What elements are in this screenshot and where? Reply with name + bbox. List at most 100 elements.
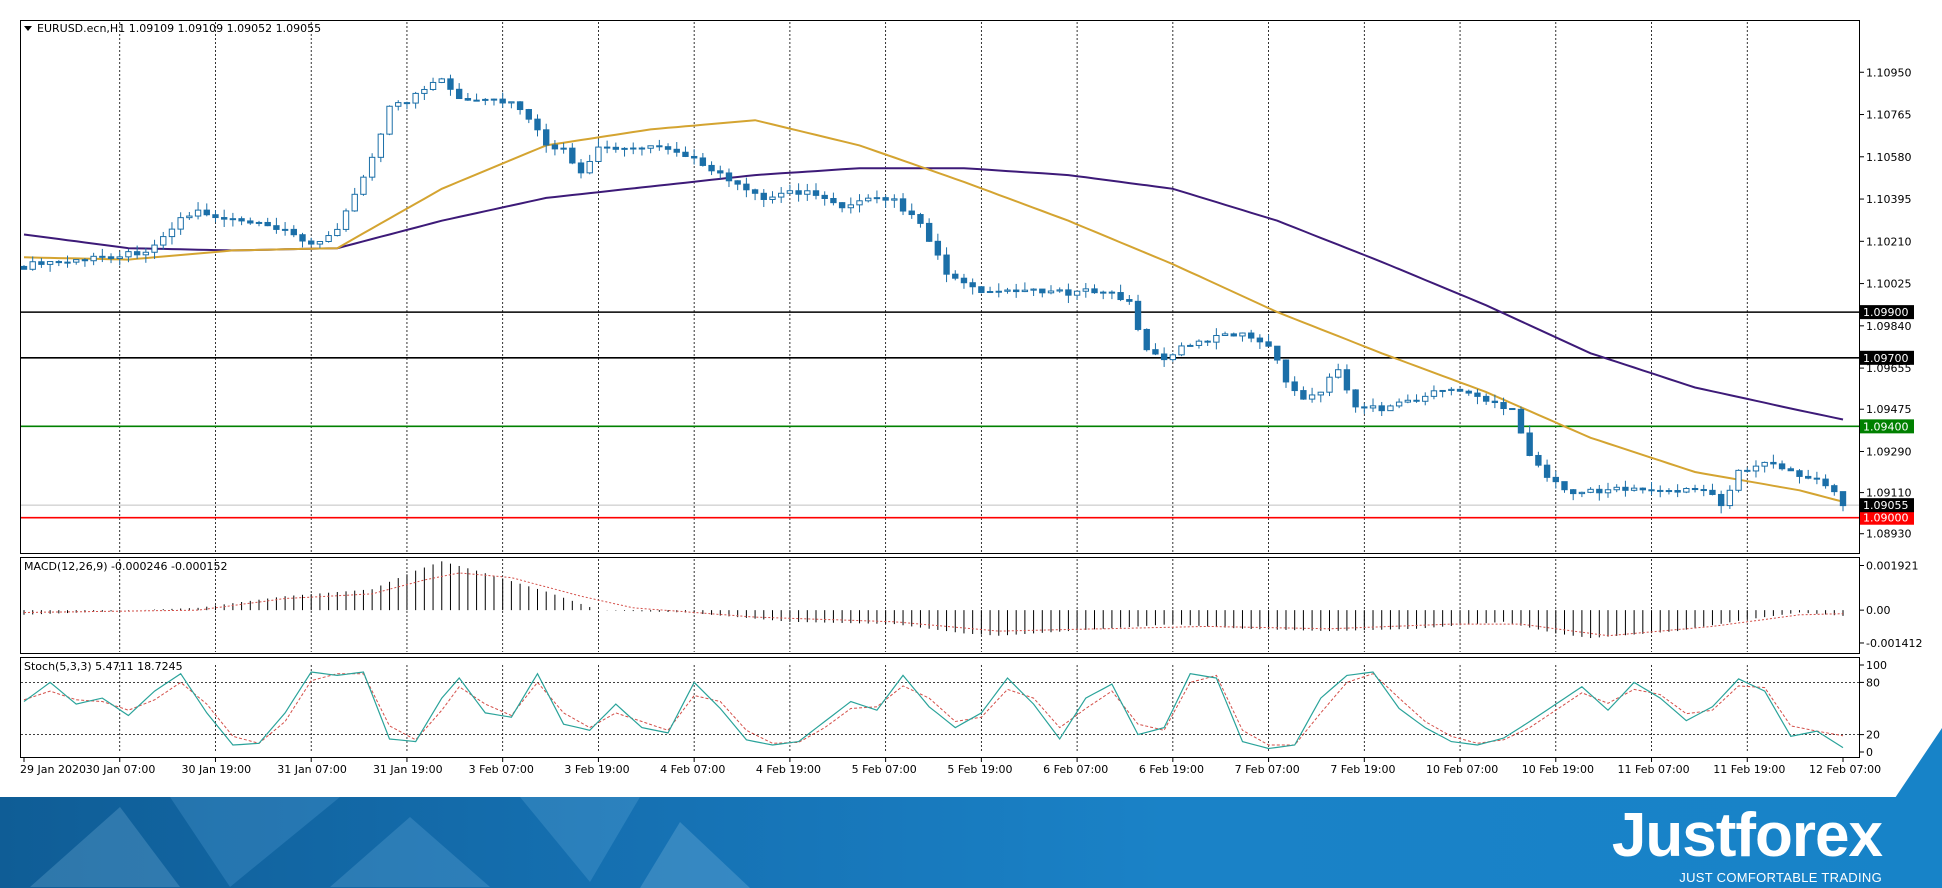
candle-body	[1639, 487, 1647, 491]
price-tick-label: 1.10950	[1866, 66, 1912, 79]
candle-body	[1613, 486, 1620, 491]
banner-decor	[30, 807, 180, 887]
candle-body	[1073, 290, 1081, 296]
candle-body	[638, 147, 646, 150]
candle-body	[551, 144, 559, 150]
banner-decor	[520, 797, 640, 882]
candle-body	[29, 261, 36, 270]
candle-body	[1335, 369, 1342, 378]
candle-body	[847, 204, 855, 209]
candle-body	[1709, 489, 1716, 495]
candle-body	[1509, 408, 1516, 411]
candle-body	[1230, 333, 1237, 337]
candle-body	[455, 88, 463, 100]
candle-body	[1300, 390, 1307, 400]
banner-corner-shape	[1895, 728, 1942, 798]
candle-body	[1221, 333, 1229, 337]
candle-body	[203, 209, 210, 216]
level-tag	[1860, 305, 1914, 320]
candle-body	[603, 146, 611, 149]
candle-body	[1570, 489, 1577, 495]
candle-body	[1465, 390, 1472, 394]
candle-body	[1291, 381, 1298, 392]
time-label: 6 Feb 07:00	[1043, 763, 1108, 776]
candle-body	[1526, 432, 1533, 456]
candle-body	[1517, 408, 1525, 434]
candle-body	[630, 147, 637, 150]
candle-body	[1187, 344, 1194, 347]
candle-body	[1012, 289, 1020, 293]
candle-body	[1256, 337, 1264, 343]
candle-body	[1239, 332, 1246, 337]
stoch-label: Stoch(5,3,3) 5.4711 18.7245	[24, 660, 183, 673]
collapse-triangle-icon[interactable]	[24, 26, 32, 31]
candle-body	[325, 235, 332, 242]
candle-body	[1717, 493, 1725, 507]
candle-body	[1056, 289, 1063, 292]
candle-body	[717, 170, 724, 174]
candle-body	[1439, 389, 1446, 392]
candle-body	[1831, 485, 1838, 493]
candle-body	[160, 236, 167, 246]
candle-body	[1491, 400, 1499, 404]
candle-body	[212, 214, 219, 219]
candle-body	[142, 251, 150, 256]
level-tag	[1860, 350, 1914, 365]
candle-body	[838, 202, 846, 209]
candle-body	[656, 145, 663, 148]
candle-body	[873, 197, 881, 200]
candle-body	[151, 244, 158, 253]
candle-body	[116, 256, 123, 259]
candle-body	[1448, 388, 1455, 391]
candle-body	[73, 259, 80, 263]
candle-body	[1369, 405, 1377, 409]
price-tick-label: 1.08930	[1866, 528, 1912, 541]
candle-body	[1500, 402, 1507, 410]
candle-body	[342, 210, 350, 230]
candle-body	[1308, 394, 1316, 400]
candle-body	[1674, 490, 1681, 493]
candle-body	[334, 228, 341, 237]
time-label: 30 Jan 19:00	[181, 763, 251, 776]
candle-body	[1274, 345, 1281, 361]
candle-body	[1839, 491, 1847, 507]
candle-body	[804, 190, 811, 195]
time-label: 12 Feb 07:00	[1809, 763, 1881, 776]
candle-body	[952, 273, 959, 279]
candle-body	[1805, 475, 1812, 479]
candle-body	[473, 99, 480, 102]
candle-body	[690, 155, 698, 159]
candle-body	[1378, 405, 1385, 412]
candle-body	[377, 133, 385, 158]
candle-body	[751, 189, 759, 194]
candle-body	[1204, 340, 1211, 343]
candle-body	[908, 210, 915, 216]
candle-body	[1361, 406, 1368, 409]
candle-body	[978, 286, 985, 293]
candle-body	[612, 146, 620, 150]
candle-body	[1047, 290, 1055, 294]
level-tag	[1860, 419, 1914, 434]
time-label: 4 Feb 19:00	[756, 763, 821, 776]
candle-body	[1648, 489, 1655, 492]
candle-body	[743, 183, 750, 191]
candle-body	[386, 105, 393, 135]
time-label: 7 Feb 07:00	[1235, 763, 1300, 776]
candle-body	[429, 81, 437, 90]
justforex-logo: Justforex	[1611, 801, 1883, 870]
price-tick-label: 1.10025	[1866, 278, 1912, 291]
candle-body	[1065, 289, 1072, 296]
candle-body	[725, 172, 733, 182]
candle-body	[1030, 288, 1037, 291]
candle-body	[1021, 289, 1029, 293]
candle-body	[1665, 490, 1673, 493]
macd-grid	[119, 559, 1748, 652]
candle-body	[1744, 469, 1751, 472]
moving-averages	[23, 119, 1844, 503]
candle-body	[760, 192, 767, 200]
candle-body	[1343, 369, 1351, 391]
time-label: 5 Feb 19:00	[947, 763, 1012, 776]
candles	[20, 74, 1847, 514]
candle-body	[133, 251, 141, 256]
